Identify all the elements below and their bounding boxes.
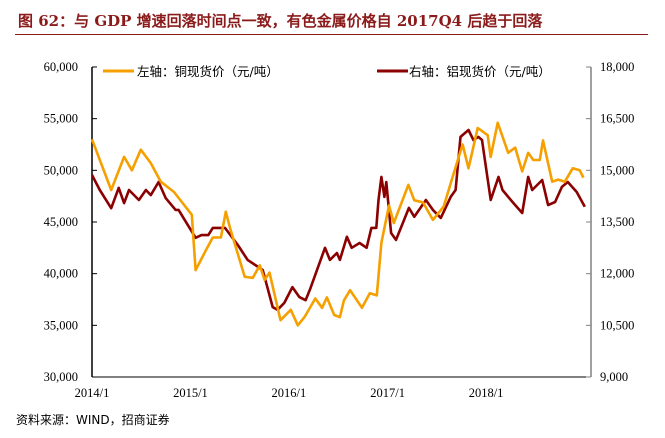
y-right-tick-label: 10,500 bbox=[600, 318, 634, 332]
y-right-tick-label: 12,000 bbox=[600, 267, 634, 281]
x-tick-label: 2014/1 bbox=[75, 386, 110, 400]
axes: 30,000 35,000 40,000 45,000 50,000 55,000 60,0… bbox=[44, 60, 635, 400]
y-left-tick-label: 55,000 bbox=[44, 112, 78, 126]
y-left-tick-label: 30,000 bbox=[44, 370, 78, 384]
legend-label-copper: 左轴：铜现货价（元/吨） bbox=[137, 64, 279, 79]
x-tick-label: 2017/1 bbox=[370, 386, 405, 400]
y-left-tick-label: 40,000 bbox=[44, 267, 78, 281]
y-right-tick-label: 15,000 bbox=[600, 163, 634, 177]
y-right-tick-label: 18,000 bbox=[600, 60, 634, 74]
y-left-tick-label: 45,000 bbox=[44, 215, 78, 229]
figure-title: 图 62：与 GDP 增速回落时间点一致，有色金属价格自 2017Q4 后趋于回… bbox=[18, 12, 543, 30]
legend-label-aluminum: 右轴：铝现货价（元/吨） bbox=[409, 64, 551, 79]
y-left-tick-label: 60,000 bbox=[44, 60, 78, 74]
x-tick-label: 2018/1 bbox=[469, 386, 504, 400]
y-right-tick-label: 9,000 bbox=[600, 370, 628, 384]
y-left-tick-label: 35,000 bbox=[44, 318, 78, 332]
x-tick-label: 2015/1 bbox=[173, 386, 208, 400]
source-note: 资料来源：WIND，招商证券 bbox=[16, 413, 170, 427]
y-right-tick-label: 16,500 bbox=[600, 112, 634, 126]
title-underline bbox=[15, 34, 648, 35]
series-lines bbox=[90, 121, 586, 327]
y-left-tick-label: 50,000 bbox=[44, 163, 78, 177]
legend: 左轴：铜现货价（元/吨） 右轴：铝现货价（元/吨） bbox=[103, 64, 551, 79]
series-line-aluminum bbox=[90, 128, 586, 312]
series-line-copper bbox=[90, 121, 585, 327]
y-right-tick-label: 13,500 bbox=[600, 215, 634, 229]
x-tick-label: 2016/1 bbox=[272, 386, 307, 400]
